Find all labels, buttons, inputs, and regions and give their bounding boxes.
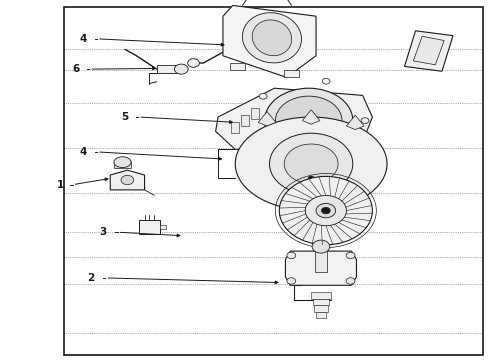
Polygon shape <box>216 88 372 149</box>
Polygon shape <box>223 5 316 77</box>
Text: 4: 4 <box>80 147 87 157</box>
Text: 2: 2 <box>87 273 94 283</box>
Polygon shape <box>235 117 387 211</box>
Circle shape <box>361 118 369 123</box>
Circle shape <box>316 203 336 218</box>
Bar <box>64 7 483 355</box>
Bar <box>313 299 329 305</box>
Circle shape <box>284 144 338 184</box>
Circle shape <box>346 252 355 258</box>
Ellipse shape <box>252 20 292 56</box>
Bar <box>241 115 249 126</box>
Circle shape <box>121 175 134 185</box>
Circle shape <box>265 88 353 153</box>
Bar <box>231 122 239 133</box>
Circle shape <box>287 278 296 284</box>
Circle shape <box>270 133 353 194</box>
Ellipse shape <box>243 13 301 63</box>
Bar <box>139 220 160 234</box>
Circle shape <box>259 93 267 99</box>
Text: 1: 1 <box>56 180 64 190</box>
Ellipse shape <box>114 157 131 168</box>
Polygon shape <box>258 112 276 126</box>
Text: 5: 5 <box>121 112 128 122</box>
Text: 3: 3 <box>99 227 107 237</box>
Bar <box>311 292 331 299</box>
Polygon shape <box>285 251 357 285</box>
Bar <box>157 65 181 73</box>
Circle shape <box>322 157 330 163</box>
Polygon shape <box>405 31 453 71</box>
Circle shape <box>275 96 342 145</box>
Circle shape <box>308 176 314 180</box>
Circle shape <box>188 59 199 67</box>
Circle shape <box>279 176 372 245</box>
Bar <box>314 305 328 312</box>
Bar <box>315 248 327 272</box>
Bar <box>316 312 326 318</box>
Circle shape <box>305 195 346 226</box>
Polygon shape <box>414 36 444 65</box>
Bar <box>160 225 166 229</box>
Circle shape <box>322 78 330 84</box>
Polygon shape <box>302 110 320 124</box>
Polygon shape <box>346 115 364 130</box>
Text: 4: 4 <box>80 34 87 44</box>
Bar <box>114 161 131 168</box>
Circle shape <box>174 64 188 74</box>
Bar <box>230 63 245 70</box>
Bar <box>251 108 259 119</box>
Polygon shape <box>110 170 145 190</box>
Circle shape <box>312 240 330 253</box>
Circle shape <box>321 207 330 214</box>
Circle shape <box>287 252 296 258</box>
Bar <box>284 70 299 77</box>
Text: 6: 6 <box>72 64 79 74</box>
Circle shape <box>346 278 355 284</box>
Circle shape <box>259 142 267 148</box>
